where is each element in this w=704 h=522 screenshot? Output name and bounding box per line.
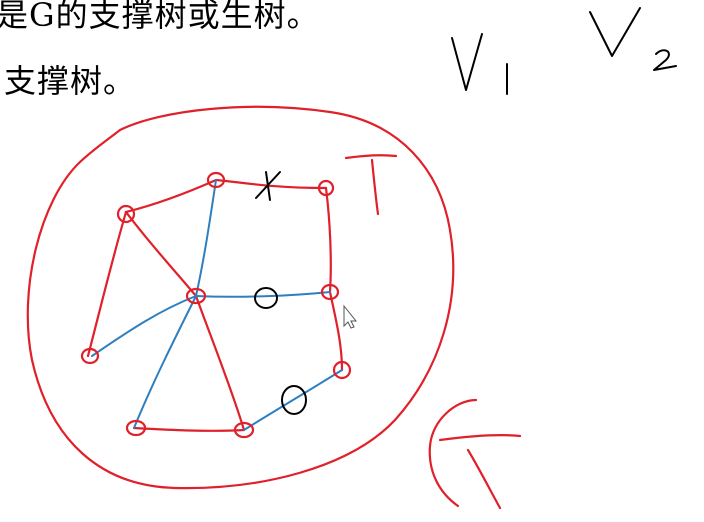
graph-label-handwritten: [428, 398, 522, 510]
cross-mark: [255, 171, 281, 201]
v1-handwritten-label: [451, 33, 508, 95]
spanning-tree-edges: [91, 179, 343, 431]
vertex: [332, 360, 352, 380]
tree-label-handwritten: [344, 154, 398, 216]
vertex: [320, 283, 340, 301]
graph-boundary-circle: [26, 105, 455, 490]
v2-handwritten-label: [589, 7, 677, 71]
slide-text-line-1: 是G的支撑树或生树。: [0, 0, 320, 34]
vertex: [185, 287, 207, 305]
circle-mark: [281, 385, 307, 415]
graph-vertices: [80, 171, 352, 439]
vertex: [125, 419, 147, 437]
slide-text-line-2: 支撑树。: [4, 62, 137, 100]
vertex: [116, 204, 136, 224]
edge-marks: [254, 171, 307, 415]
vertex: [233, 421, 255, 439]
vertex: [206, 171, 226, 189]
mouse-cursor-icon: [343, 304, 358, 329]
circle-mark: [254, 287, 278, 309]
vertex: [317, 179, 335, 197]
vertex: [80, 347, 100, 365]
